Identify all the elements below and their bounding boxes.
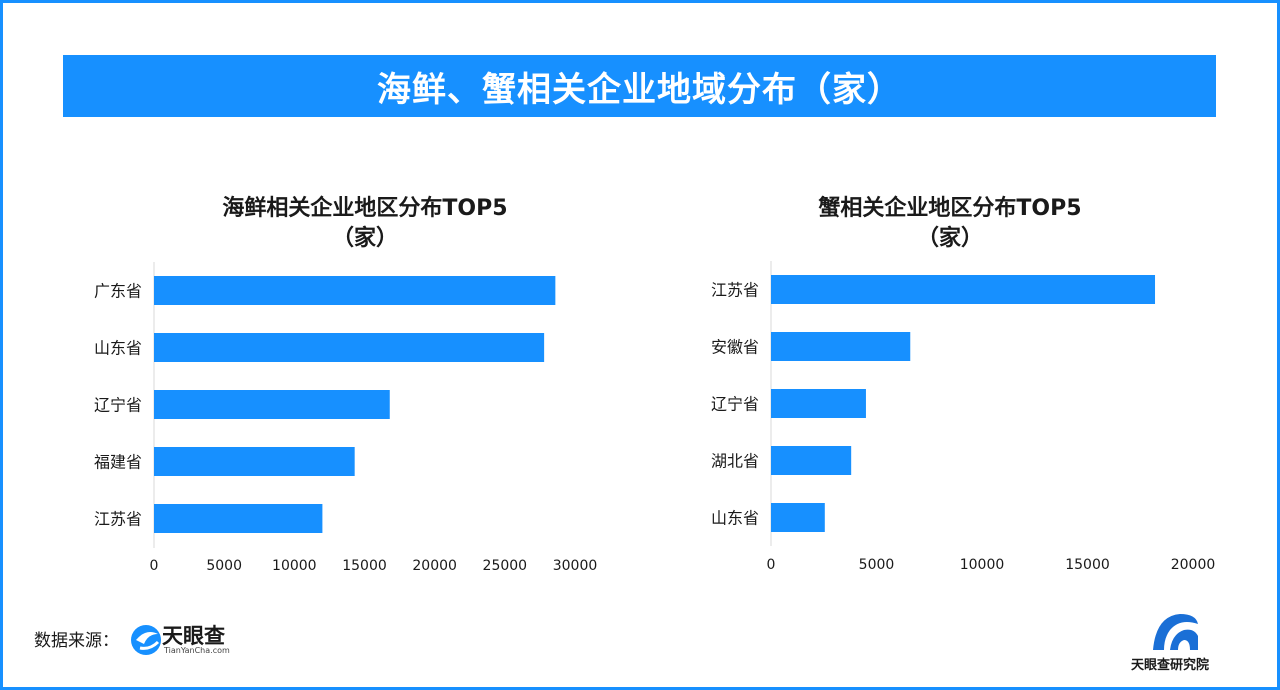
right-chart-tick-label: 5000	[859, 557, 895, 573]
left-chart-category-label: 江苏省	[94, 510, 142, 529]
left-chart-bar	[154, 276, 556, 305]
left-chart-tick-label: 0	[150, 558, 159, 574]
right-chart-category-label: 江苏省	[711, 281, 759, 300]
source-brand: 天眼查	[162, 624, 225, 648]
institute-brand: 天眼查研究院	[1131, 658, 1210, 673]
source-label: 数据来源：	[34, 631, 119, 651]
left-chart-title: 海鲜相关企业地区分布TOP5 （家）	[150, 194, 580, 254]
source-url: TianYanCha.com	[164, 646, 230, 655]
left-chart-category-label: 辽宁省	[94, 396, 142, 415]
left-chart-bar	[154, 447, 355, 476]
right-chart-category-label: 山东省	[711, 509, 759, 528]
left-chart-tick-label: 10000	[272, 558, 317, 574]
right-chart-bar	[771, 503, 825, 532]
left-chart-tick-label: 25000	[483, 558, 528, 574]
left-chart-category-label: 福建省	[94, 453, 142, 472]
right-chart-tick-label: 15000	[1065, 557, 1110, 573]
left-chart-category-label: 广东省	[94, 282, 142, 301]
left-chart-tick-label: 20000	[412, 558, 457, 574]
right-chart-bar	[771, 275, 1156, 304]
tianyancha-logo-icon	[131, 625, 161, 655]
right-chart-category-label: 湖北省	[711, 452, 759, 471]
left-chart-tick-label: 30000	[553, 558, 598, 574]
right-chart-bar	[771, 332, 911, 361]
left-chart-title-main: 海鲜相关企业地区分布TOP5	[222, 196, 508, 221]
right-chart-category-label: 辽宁省	[711, 395, 759, 414]
right-chart-bar	[771, 446, 852, 475]
left-chart-tick-label: 15000	[342, 558, 387, 574]
right-chart-title-main: 蟹相关企业地区分布TOP5	[818, 196, 1082, 221]
right-chart-category-label: 安徽省	[711, 338, 759, 357]
left-chart-title-unit: （家）	[331, 226, 398, 251]
right-chart-bar	[771, 389, 866, 418]
left-chart-bar	[154, 504, 323, 533]
left-chart-bar	[154, 390, 390, 419]
left-chart-category-label: 山东省	[94, 339, 142, 358]
right-chart-title: 蟹相关企业地区分布TOP5 （家）	[730, 194, 1170, 254]
right-chart-tick-label: 20000	[1171, 557, 1216, 573]
left-chart-bar	[154, 333, 545, 362]
right-chart-title-unit: （家）	[916, 226, 983, 251]
right-chart-tick-label: 10000	[960, 557, 1005, 573]
institute-logo-icon	[1153, 614, 1198, 650]
banner-title: 海鲜、蟹相关企业地域分布（家）	[63, 55, 1216, 117]
left-chart-tick-label: 5000	[206, 558, 242, 574]
right-chart-tick-label: 0	[767, 557, 776, 573]
